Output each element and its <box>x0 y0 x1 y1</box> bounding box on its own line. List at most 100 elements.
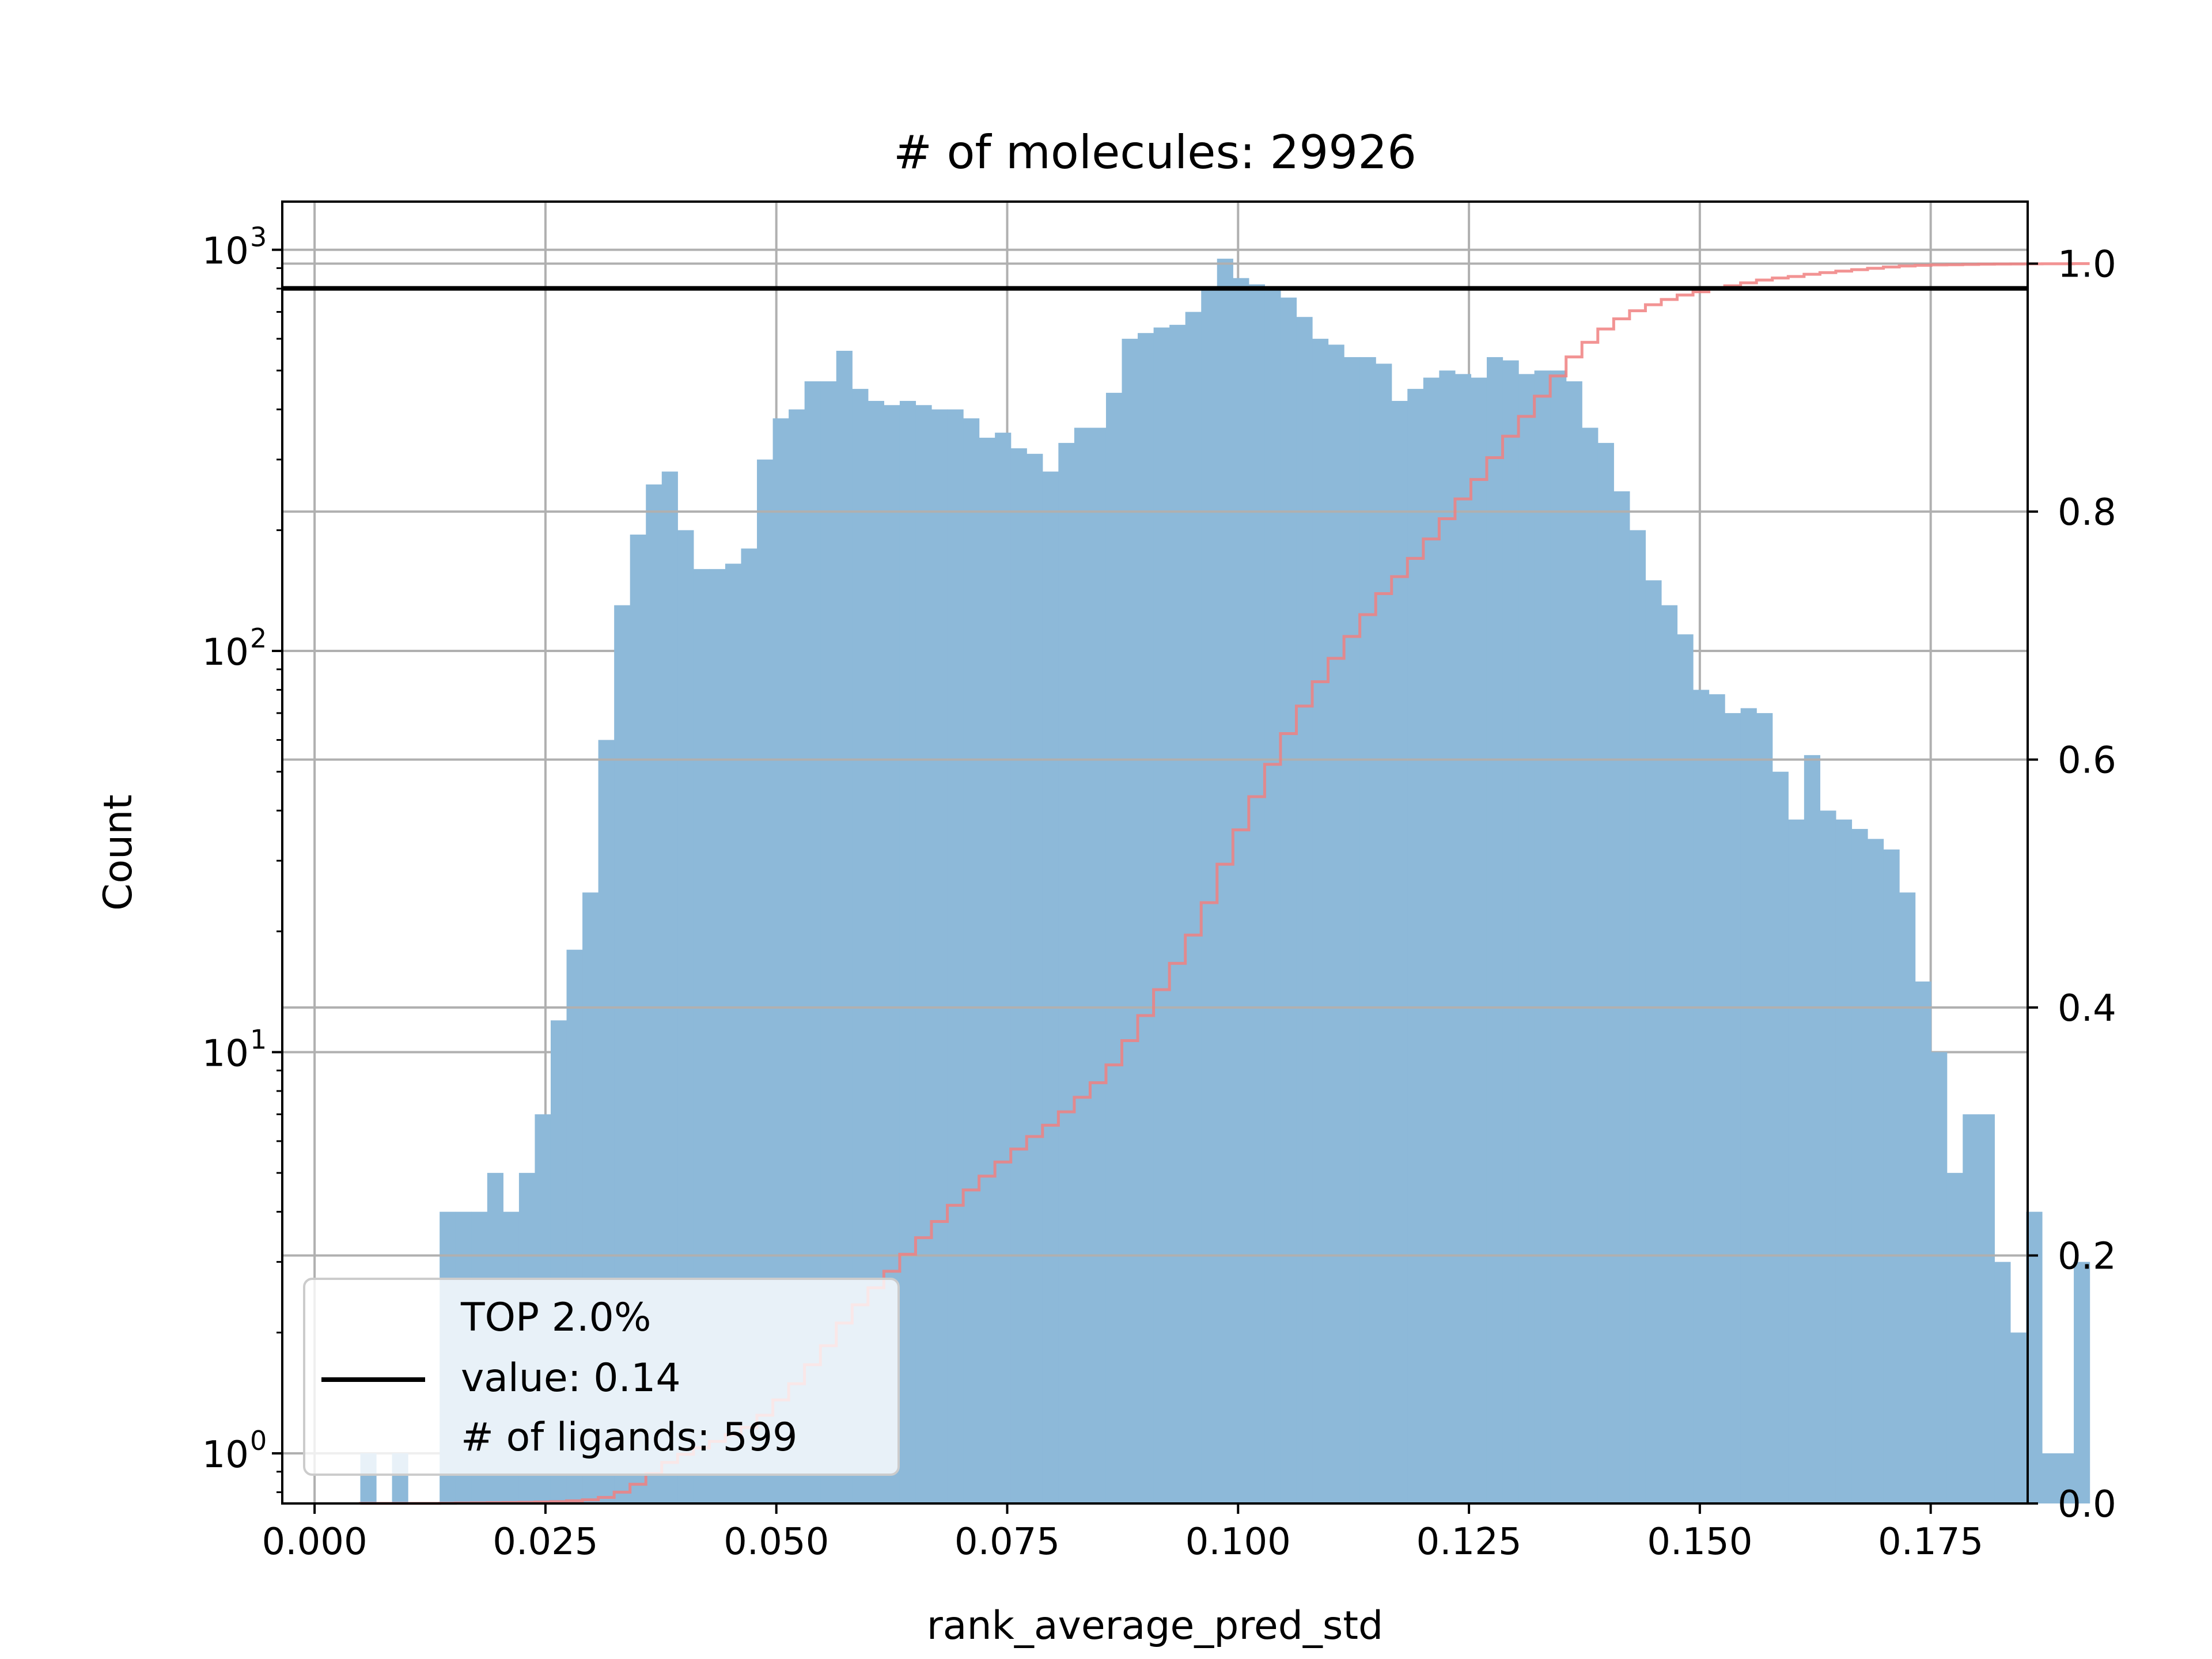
x-tick-label: 0.075 <box>955 1521 1060 1563</box>
histogram-bar <box>1613 491 1630 1503</box>
histogram-bar <box>1740 708 1757 1503</box>
histogram-bars <box>360 259 2090 1504</box>
histogram-bar <box>1851 829 1868 1503</box>
y2-tick-label: 0.0 <box>2058 1483 2116 1526</box>
histogram-bar <box>1185 312 1202 1504</box>
histogram-bar <box>1868 839 1884 1503</box>
x-tick-label: 0.175 <box>1878 1521 1983 1563</box>
y2-tick-label: 0.4 <box>2058 987 2116 1030</box>
histogram-bar <box>1486 357 1503 1504</box>
histogram-bar <box>1725 713 1741 1503</box>
histogram-bar <box>963 418 980 1503</box>
x-axis-ticks: 0.000 0.025 0.050 0.075 0.100 0.125 0.150 0.175 <box>262 1503 1983 1563</box>
y-tick-label: 10 <box>202 230 249 273</box>
x-tick-label: 0.150 <box>1647 1521 1752 1563</box>
histogram-bar <box>2074 1262 2090 1503</box>
histogram-bar <box>1899 892 1916 1503</box>
histogram-bar <box>1534 370 1551 1503</box>
histogram-bar <box>995 433 1012 1503</box>
histogram-bar <box>2058 1453 2074 1503</box>
histogram-bar <box>1027 453 1043 1503</box>
histogram-bar <box>1122 339 1138 1503</box>
x-tick-label: 0.000 <box>262 1521 368 1563</box>
histogram-bar <box>1582 427 1599 1503</box>
histogram-bar <box>1280 297 1297 1504</box>
histogram-bar <box>1074 427 1091 1503</box>
histogram-bar <box>1233 278 1249 1503</box>
legend-line-1: TOP 2.0% <box>460 1295 651 1340</box>
histogram-bar <box>1709 694 1725 1503</box>
histogram-bar <box>1042 471 1059 1503</box>
histogram-bar <box>1550 370 1567 1503</box>
y2-tick-label: 1.0 <box>2058 244 2116 286</box>
histogram-bar <box>1645 580 1662 1503</box>
y-tick-exponent: 1 <box>250 1024 267 1055</box>
histogram-bar <box>1502 360 1519 1503</box>
y-tick-exponent: 0 <box>250 1425 267 1456</box>
histogram-bar <box>915 405 932 1503</box>
histogram-bar <box>1248 284 1265 1503</box>
y-tick-exponent: 2 <box>250 623 267 654</box>
histogram-bar <box>1820 810 1836 1503</box>
histogram-bar <box>1359 357 1376 1504</box>
histogram-bar <box>1376 363 1392 1503</box>
histogram-bar <box>1217 259 1233 1503</box>
legend: TOP 2.0% value: 0.14 # of ligands: 599 <box>303 1278 900 1476</box>
histogram-bar <box>1677 634 1694 1503</box>
histogram-bar <box>979 437 995 1503</box>
histogram-bar <box>1153 327 1170 1503</box>
chart-title: # of molecules: 29926 <box>893 126 1416 179</box>
y-tick-exponent: 3 <box>250 222 267 253</box>
histogram-bar <box>1105 392 1123 1503</box>
histogram-bar <box>1344 357 1361 1504</box>
x-axis-label: rank_average_pred_std <box>927 1603 1383 1649</box>
histogram-bar <box>1994 1262 2011 1503</box>
histogram-bar <box>1946 1173 1963 1503</box>
y-axis-label: Count <box>96 794 141 911</box>
y-tick-label: 10 <box>202 1032 249 1075</box>
y-tick-label: 10 <box>202 631 249 674</box>
histogram-bar <box>1169 324 1186 1504</box>
y-tick-label: 10 <box>202 1434 249 1476</box>
histogram-bar <box>1772 771 1789 1503</box>
histogram-bar <box>1883 849 1900 1503</box>
x-tick-label: 0.025 <box>493 1521 598 1563</box>
histogram-bar <box>2026 1211 2043 1503</box>
histogram-bar <box>899 400 916 1503</box>
histogram-bar <box>2010 1332 2027 1503</box>
histogram-bar <box>1090 427 1107 1503</box>
y2-tick-label: 0.8 <box>2058 491 2116 534</box>
histogram-bar <box>1058 442 1075 1503</box>
histogram-bar <box>931 409 948 1504</box>
histogram-bar <box>1597 442 1614 1503</box>
histogram-bar <box>1788 819 1805 1503</box>
histogram-bar <box>1518 374 1535 1503</box>
histogram-bar <box>1138 333 1154 1503</box>
legend-line-3: # of ligands: 599 <box>461 1415 797 1460</box>
histogram-bar <box>1804 755 1820 1503</box>
x-tick-label: 0.125 <box>1416 1521 1521 1563</box>
histogram-bar <box>947 409 964 1504</box>
histogram-bar <box>2041 1453 2059 1503</box>
legend-line-2: value: 0.14 <box>461 1355 681 1401</box>
histogram-bar <box>1931 1052 1948 1503</box>
x-tick-label: 0.100 <box>1185 1521 1291 1563</box>
histogram-bar <box>1010 448 1027 1503</box>
y2-tick-label: 0.6 <box>2058 740 2116 782</box>
histogram-bar <box>1915 981 1931 1503</box>
histogram-bar <box>1835 819 1853 1503</box>
histogram-bar <box>1201 289 1218 1503</box>
x-tick-label: 0.050 <box>724 1521 829 1563</box>
histogram-bar <box>1978 1114 1995 1503</box>
y2-tick-label: 0.2 <box>2058 1236 2116 1278</box>
histogram-bar <box>1693 690 1710 1503</box>
histogram-bar <box>1439 370 1456 1503</box>
histogram-bar <box>1756 713 1773 1503</box>
histogram-bar <box>1629 530 1646 1503</box>
histogram-bar <box>1312 339 1329 1503</box>
plot-frame <box>281 200 2029 1505</box>
histogram-bar <box>1423 377 1440 1504</box>
histogram-bar <box>1963 1114 1979 1503</box>
histogram-bar <box>1264 289 1281 1503</box>
